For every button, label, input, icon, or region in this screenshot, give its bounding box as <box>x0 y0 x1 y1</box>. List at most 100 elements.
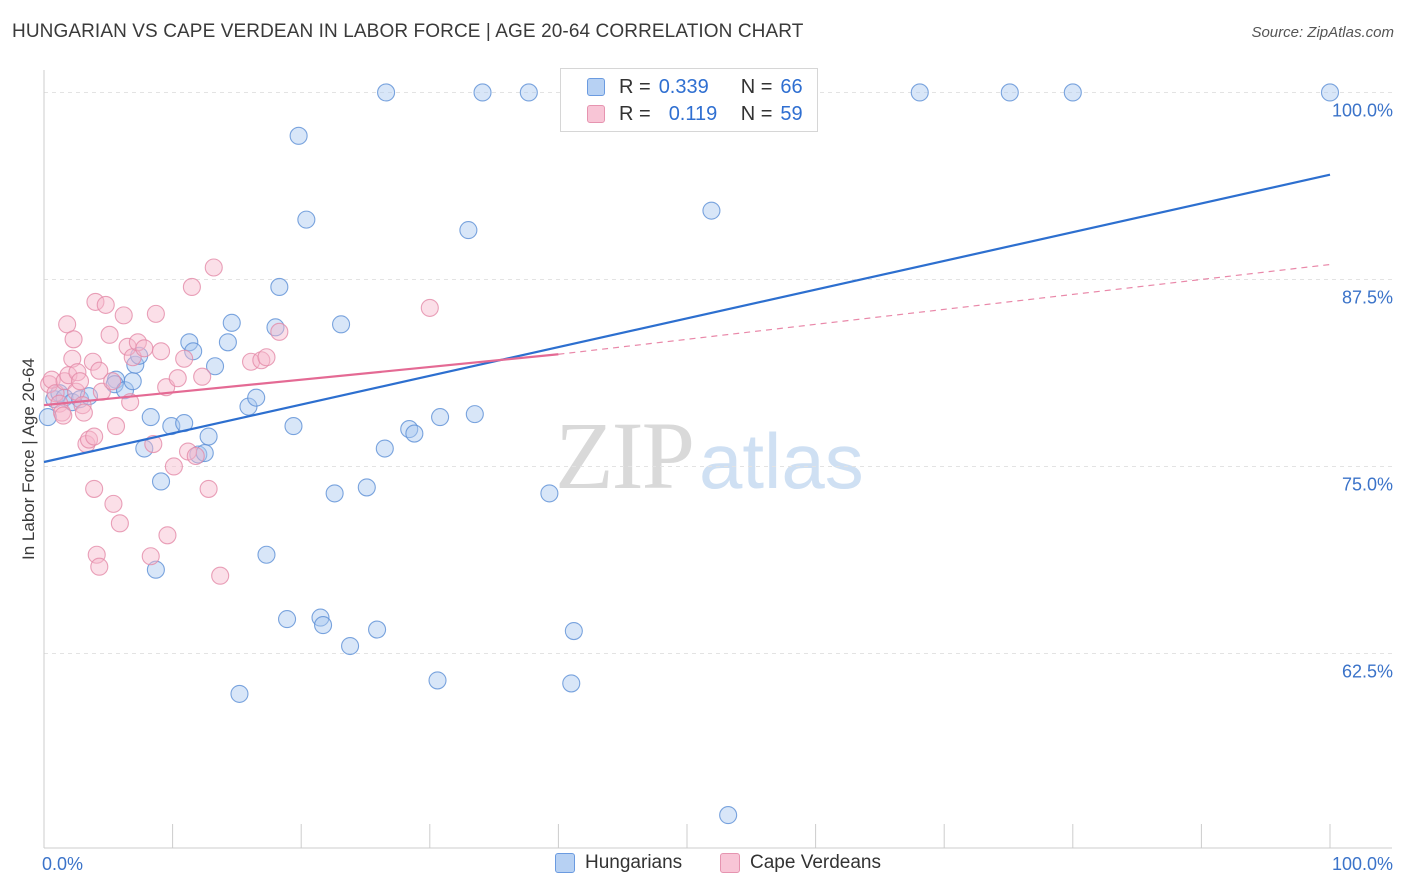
cape-verdean-point <box>257 348 276 367</box>
hungarian-point <box>230 684 249 703</box>
y-tick-label: 100.0% <box>1332 100 1393 120</box>
hungarian-point <box>270 277 289 296</box>
hungarian-point <box>459 221 478 240</box>
cape-verdean-point <box>46 384 65 403</box>
hungarian-point <box>357 478 376 497</box>
legend-swatch-hungarians <box>555 853 575 873</box>
y-tick-label: 62.5% <box>1342 662 1393 682</box>
watermark: ZIPatlas <box>555 400 864 511</box>
cape-verdean-point <box>74 403 93 422</box>
cape-verdean-point <box>70 372 90 391</box>
hungarian-point <box>332 315 351 334</box>
cape-verdean-point <box>135 339 154 358</box>
legend-swatch-cape-verdeans <box>720 853 740 873</box>
hungarian-point <box>123 372 142 391</box>
hungarian-point <box>375 439 394 458</box>
legend-r-value: 0.339 <box>658 75 709 98</box>
hungarian-point <box>519 83 538 102</box>
legend-n-value: 59 <box>780 102 803 125</box>
cape-verdean-point <box>199 479 218 498</box>
hungarian-point <box>405 424 424 443</box>
cape-verdean-point <box>79 430 99 449</box>
cape-verdean-point <box>270 322 289 341</box>
cape-verdean-point <box>90 557 109 576</box>
legend-n-value: 66 <box>780 75 803 98</box>
hungarian-point <box>222 313 241 332</box>
hungarian-point <box>1063 83 1082 102</box>
legend-swatch-blue <box>587 78 605 96</box>
y-tick-label: 87.5% <box>1342 287 1393 307</box>
source-label: Source: ZipAtlas.com <box>1251 24 1394 41</box>
legend-r-value: 0.119 <box>668 102 718 125</box>
hungarian-point <box>284 417 303 436</box>
hungarian-point <box>540 484 559 503</box>
hungarian-point <box>368 620 387 639</box>
cape-verdean-point <box>420 298 439 317</box>
cape-verdean-point <box>151 342 171 361</box>
hungarian-point <box>184 342 203 361</box>
y-axis-title: In Labor Force | Age 20-64 <box>19 358 38 560</box>
legend-label-cape-verdeans: Cape Verdeans <box>750 852 881 873</box>
watermark-atlas: atlas <box>699 417 864 505</box>
hungarian-point <box>146 560 165 579</box>
stats-legend: R = 0.339 N = 66 R = 0.119 N = 59 <box>560 68 818 132</box>
cape-verdean-point <box>104 494 123 513</box>
cape-verdean-point <box>182 277 201 296</box>
cape-verdean-point <box>186 446 205 466</box>
cape-verdean-trend-line <box>43 353 559 407</box>
cape-verdean-point <box>83 352 102 371</box>
hungarian-point <box>719 806 738 825</box>
legend-row-cape-verdeans: R = 0.119 N = 59 <box>587 101 803 127</box>
cape-verdean-point <box>54 406 73 425</box>
cape-verdean-point <box>58 315 77 334</box>
cape-verdean-point <box>211 566 230 585</box>
hungarian-point <box>564 622 583 641</box>
hungarian-point <box>247 388 266 407</box>
cape-verdean-point <box>175 349 194 368</box>
hungarian-point <box>325 484 344 503</box>
hungarian-point <box>910 83 929 102</box>
hungarian-point <box>341 636 360 656</box>
hungarian-point <box>199 427 218 446</box>
hungarian-point <box>38 408 57 427</box>
hungarian-point <box>289 126 308 145</box>
cape-verdean-point <box>158 526 177 545</box>
cape-verdean-point <box>146 304 165 323</box>
cape-verdean-point <box>144 434 163 454</box>
cape-verdean-point <box>63 349 82 368</box>
hungarian-point <box>428 671 447 690</box>
legend-item-hungarians: Hungarians <box>555 852 682 874</box>
legend-swatch-pink <box>587 105 605 123</box>
watermark-zip: ZIP <box>555 402 695 509</box>
hungarian-point <box>377 83 396 102</box>
legend-r-label: R = <box>619 75 651 98</box>
x-tick-label: 0.0% <box>42 854 83 874</box>
cape-verdean-point <box>164 457 183 476</box>
legend-r-label: R = <box>619 102 651 125</box>
cape-verdean-point <box>114 306 133 325</box>
cape-verdean-point <box>85 427 104 446</box>
cape-verdean-point <box>193 367 212 386</box>
cape-verdean-trend-extension <box>558 263 1331 355</box>
hungarian-point <box>218 333 237 352</box>
hungarian-point <box>431 408 450 427</box>
legend-label-hungarians: Hungarians <box>585 852 683 873</box>
hungarian-point <box>180 333 199 352</box>
legend-row-hungarians: R = 0.339 N = 66 <box>587 74 803 100</box>
hungarian-point <box>141 408 160 427</box>
legend-n-label: N = <box>740 102 773 125</box>
hungarian-point <box>562 674 581 693</box>
cape-verdean-point <box>252 351 271 370</box>
hungarian-point <box>1000 83 1019 102</box>
hungarian-point <box>1320 83 1340 102</box>
cape-verdean-point <box>103 372 122 391</box>
cape-verdean-point <box>100 325 119 344</box>
cape-verdean-point <box>87 545 106 564</box>
chart-title: HUNGARIAN VS CAPE VERDEAN IN LABOR FORCE… <box>12 21 804 42</box>
cape-verdean-point <box>90 361 109 380</box>
hungarian-point <box>151 472 171 491</box>
y-tick-label: 75.0% <box>1342 474 1393 494</box>
x-tick-label: 100.0% <box>1332 854 1393 874</box>
legend-item-cape-verdeans: Cape Verdeans <box>720 852 881 874</box>
